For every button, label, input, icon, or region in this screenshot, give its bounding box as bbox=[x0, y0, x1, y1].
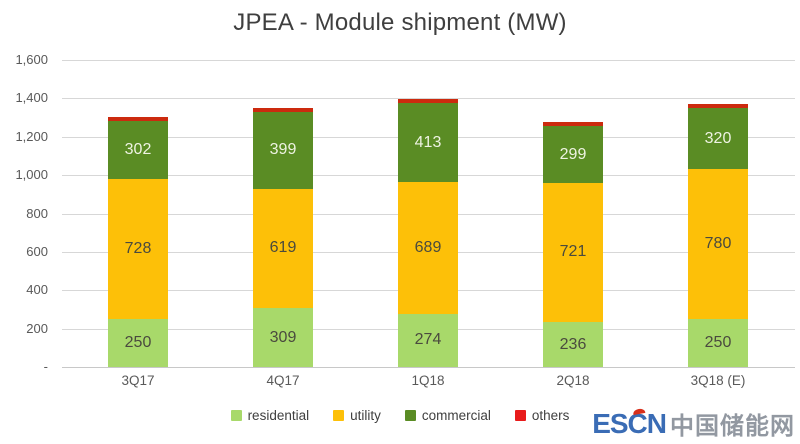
bar-segment-residential: 250 bbox=[108, 319, 168, 367]
x-axis-category-label: 1Q18 bbox=[411, 373, 445, 388]
bar-value-label: 236 bbox=[559, 335, 587, 353]
escn-logo-text: ESCN bbox=[592, 407, 667, 439]
bar-value-label: 309 bbox=[269, 328, 297, 346]
bar-segment-residential: 309 bbox=[253, 307, 313, 367]
y-axis-tick-label: 400 bbox=[26, 282, 48, 298]
escn-logo-mark: ESCN bbox=[592, 407, 667, 440]
bar-value-label: 413 bbox=[414, 133, 442, 151]
legend-swatch-icon bbox=[333, 410, 345, 421]
escn-logo-chinese-text: 中国储能网 bbox=[670, 413, 795, 440]
bar-segment-others bbox=[253, 108, 313, 113]
bar-segment-commercial: 413 bbox=[398, 102, 458, 183]
legend-item-others: others bbox=[514, 408, 570, 423]
bar-segment-others bbox=[543, 122, 603, 126]
gridline-1600 bbox=[62, 60, 795, 61]
bar-segment-commercial: 302 bbox=[108, 121, 168, 180]
bar-value-label: 299 bbox=[559, 146, 587, 163]
escn-watermark-logo: ESCN 中国储能网 bbox=[592, 406, 795, 441]
bar-value-label: 689 bbox=[414, 239, 442, 257]
bar-segment-utility: 721 bbox=[543, 183, 603, 322]
legend-swatch-icon bbox=[514, 410, 526, 421]
legend-swatch-icon bbox=[230, 410, 242, 421]
bar-segment-residential: 250 bbox=[688, 319, 748, 367]
bar-segment-utility: 689 bbox=[398, 182, 458, 315]
y-axis-tick-label: 200 bbox=[26, 320, 48, 336]
x-axis-category-label: 3Q17 bbox=[121, 373, 155, 388]
legend-label: others bbox=[531, 408, 570, 423]
legend-label: commercial bbox=[421, 408, 491, 423]
bar-segment-commercial: 320 bbox=[688, 107, 748, 170]
y-axis-tick-label: 1,000 bbox=[15, 167, 48, 183]
bar-segment-others bbox=[108, 117, 168, 122]
x-axis-category-label: 2Q18 bbox=[556, 373, 590, 388]
gridline-0 bbox=[62, 367, 795, 368]
bar-segment-utility: 780 bbox=[688, 169, 748, 320]
bar-segment-residential: 236 bbox=[543, 321, 603, 367]
bar-value-label: 320 bbox=[704, 129, 732, 147]
bar-value-label: 728 bbox=[124, 240, 152, 258]
bar-value-label: 302 bbox=[124, 141, 152, 159]
bar-segment-commercial: 299 bbox=[543, 126, 603, 184]
bar-value-label: 721 bbox=[559, 243, 587, 261]
y-axis-tick-label: 1,200 bbox=[15, 128, 48, 144]
y-axis-tick-label: 1,400 bbox=[15, 90, 48, 106]
bar-segment-utility: 619 bbox=[253, 188, 313, 308]
bar-value-label: 780 bbox=[704, 235, 732, 253]
legend-item-commercial: commercial bbox=[404, 408, 491, 423]
bar-value-label: 250 bbox=[704, 334, 732, 352]
bar-value-label: 250 bbox=[124, 334, 152, 352]
bar-segment-residential: 274 bbox=[398, 314, 458, 367]
bar-value-label: 619 bbox=[269, 238, 297, 256]
legend-label: utility bbox=[350, 408, 381, 423]
bar-segment-commercial: 399 bbox=[253, 112, 313, 189]
bar-segment-utility: 728 bbox=[108, 179, 168, 320]
legend-item-utility: utility bbox=[333, 408, 381, 423]
y-axis-tick-label: 600 bbox=[26, 243, 48, 259]
chart-legend: residential utility commercial others bbox=[0, 408, 800, 423]
bar-value-label: 399 bbox=[269, 141, 297, 159]
x-axis-category-label: 3Q18 (E) bbox=[690, 373, 746, 388]
bar-value-label: 274 bbox=[414, 331, 442, 349]
y-axis-tick-label: 800 bbox=[26, 205, 48, 221]
chart-title: JPEA - Module shipment (MW) bbox=[233, 9, 567, 36]
legend-label: residential bbox=[247, 408, 310, 423]
legend-swatch-icon bbox=[404, 410, 416, 421]
gridline-1400 bbox=[62, 98, 795, 100]
bar-segment-others bbox=[398, 98, 458, 103]
x-axis-category-label: 4Q17 bbox=[266, 373, 300, 388]
legend-item-residential: residential bbox=[230, 408, 310, 423]
y-axis-tick-label: - bbox=[43, 359, 48, 374]
y-axis-tick-label: 1,600 bbox=[15, 52, 48, 67]
bar-segment-others bbox=[688, 103, 748, 108]
